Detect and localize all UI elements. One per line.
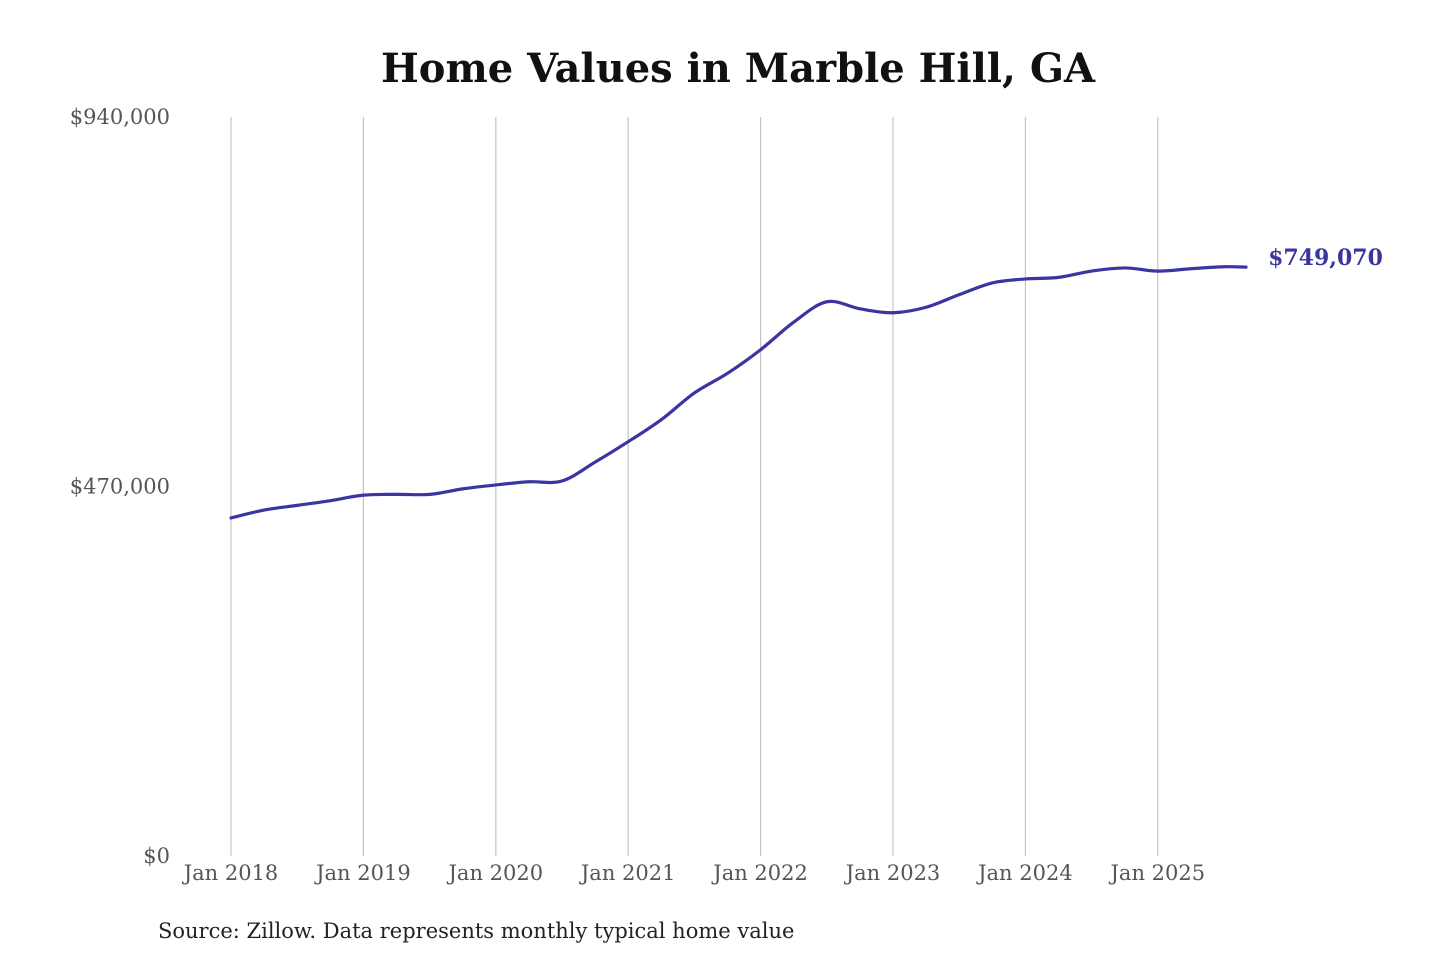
x-tick-label: Jan 2023 bbox=[844, 861, 941, 885]
x-tick-label: Jan 2021 bbox=[579, 861, 676, 885]
end-value-label: $749,070 bbox=[1268, 245, 1383, 271]
x-tick-label: Jan 2024 bbox=[976, 861, 1073, 885]
y-tick-label: $0 bbox=[143, 844, 170, 868]
series-layer: $749,070 bbox=[229, 245, 1383, 520]
x-tick-label: Jan 2025 bbox=[1109, 861, 1206, 885]
y-axis: $0 $470,000 $940,000 bbox=[70, 105, 170, 868]
x-tick-label: Jan 2022 bbox=[711, 861, 808, 885]
series-line bbox=[229, 265, 1248, 520]
chart-title: Home Values in Marble Hill, GA bbox=[381, 45, 1096, 92]
y-tick-label: $940,000 bbox=[70, 105, 170, 129]
y-tick-label: $470,000 bbox=[70, 475, 170, 499]
x-axis: Jan 2018 Jan 2019 Jan 2020 Jan 2021 Jan 2022… bbox=[182, 861, 1205, 885]
x-tick-label: Jan 2018 bbox=[182, 861, 279, 885]
x-tick-label: Jan 2019 bbox=[314, 861, 411, 885]
x-tick-label: Jan 2020 bbox=[447, 861, 544, 885]
gridlines bbox=[230, 117, 1159, 856]
source-note: Source: Zillow. Data represents monthly … bbox=[158, 919, 794, 943]
